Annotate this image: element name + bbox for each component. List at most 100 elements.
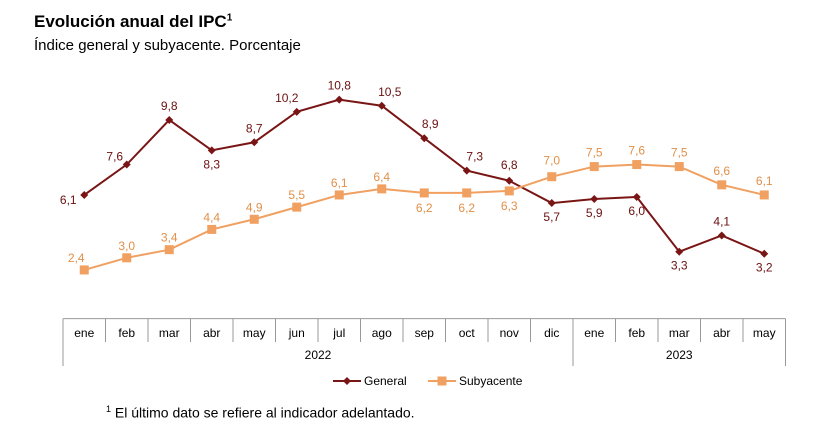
data-point [165,115,174,124]
data-point [207,224,217,234]
legend-label: Subyacente [459,374,523,388]
footnote: 1 El último dato se refiere al indicador… [106,404,415,421]
data-point [504,186,514,196]
title-footnote-mark: 1 [226,12,233,24]
data-point [80,190,89,199]
footnote-text: El último dato se refiere al indicador a… [114,404,415,421]
x-tick-label: feb [118,326,135,340]
x-tick-label: mar [669,326,690,340]
data-point [377,101,386,110]
data-label: 4,9 [246,200,263,214]
data-point [547,172,557,182]
data-point [547,199,556,208]
data-label: 8,3 [203,157,220,171]
data-point [675,247,684,256]
chart-subtitle: Índice general y subyacente. Porcentaje [34,37,301,54]
data-label: 10,2 [275,91,299,105]
data-point [420,134,429,143]
data-label: 3,3 [671,259,688,273]
data-point [632,192,641,201]
data-label: 7,5 [586,146,603,160]
data-point [717,231,726,240]
chart-title: Evolución anual del IPC1 [34,12,232,32]
x-tick-label: mar [159,326,180,340]
data-label: 6,1 [331,176,348,190]
year-label: 2023 [666,348,693,362]
data-point [292,202,302,212]
x-tick-label: feb [628,326,645,340]
data-label: 7,6 [106,150,123,164]
data-label: 10,5 [378,85,402,99]
title-text: Evolución anual del IPC [34,12,227,31]
data-label: 7,6 [628,144,645,158]
legend-marker [437,376,447,386]
data-point [462,188,472,198]
x-tick-label: abr [713,326,730,340]
data-point [249,214,259,224]
series-line-subyacente [83,163,765,271]
data-point [419,188,429,198]
legend-marker [343,377,351,385]
x-tick-label: sep [415,326,435,340]
data-point [334,190,344,200]
data-label: 6,8 [501,158,518,172]
data-point [122,160,131,169]
data-point [207,146,216,155]
data-label: 3,0 [118,239,135,253]
data-label: 10,8 [328,79,352,93]
data-label: 6,4 [373,170,390,184]
data-point [589,162,599,172]
legend-label: General [364,374,407,388]
x-tick-label: abr [203,326,220,340]
data-label: 6,2 [416,201,433,215]
data-point [292,107,301,116]
x-tick-label: oct [459,326,476,340]
data-point [759,190,769,200]
data-label: 9,8 [161,99,178,113]
data-point [505,176,514,185]
data-label: 8,7 [246,121,263,135]
data-label: 6,1 [756,174,773,188]
data-point [717,180,727,190]
x-tick-label: ene [74,326,94,340]
data-label: 3,4 [161,231,178,245]
data-label: 5,7 [543,210,560,224]
data-point [462,166,471,175]
data-label: 6,1 [60,193,77,207]
x-tick-label: jul [332,326,345,340]
x-tick-label: may [753,326,776,340]
data-label: 4,1 [713,214,730,228]
data-point [590,195,599,204]
x-tick-label: ago [372,326,392,340]
data-point [674,162,684,172]
data-label: 7,3 [466,150,483,164]
data-label: 6,3 [501,199,518,213]
data-point [164,245,174,255]
data-label: 5,9 [586,206,603,220]
data-point [79,265,89,275]
data-point [122,253,132,263]
data-point [760,249,769,258]
x-tick-label: may [243,326,266,340]
x-tick-label: dic [544,326,559,340]
data-point [632,160,642,170]
x-tick-label: nov [500,326,519,340]
footnote-mark: 1 [106,404,112,414]
data-label: 6,0 [628,204,645,218]
data-label: 7,5 [671,146,688,160]
x-tick-label: ene [584,326,604,340]
x-tick-label: jun [288,326,305,340]
data-label: 8,9 [422,117,439,131]
data-label: 4,4 [203,210,220,224]
data-label: 6,2 [458,201,475,215]
data-label: 7,0 [543,154,560,168]
data-label: 5,5 [288,188,305,202]
data-label: 2,4 [68,251,85,265]
data-label: 6,6 [713,164,730,178]
data-point [335,95,344,104]
data-point [377,184,387,194]
data-point [250,138,259,147]
year-label: 2022 [305,348,332,362]
